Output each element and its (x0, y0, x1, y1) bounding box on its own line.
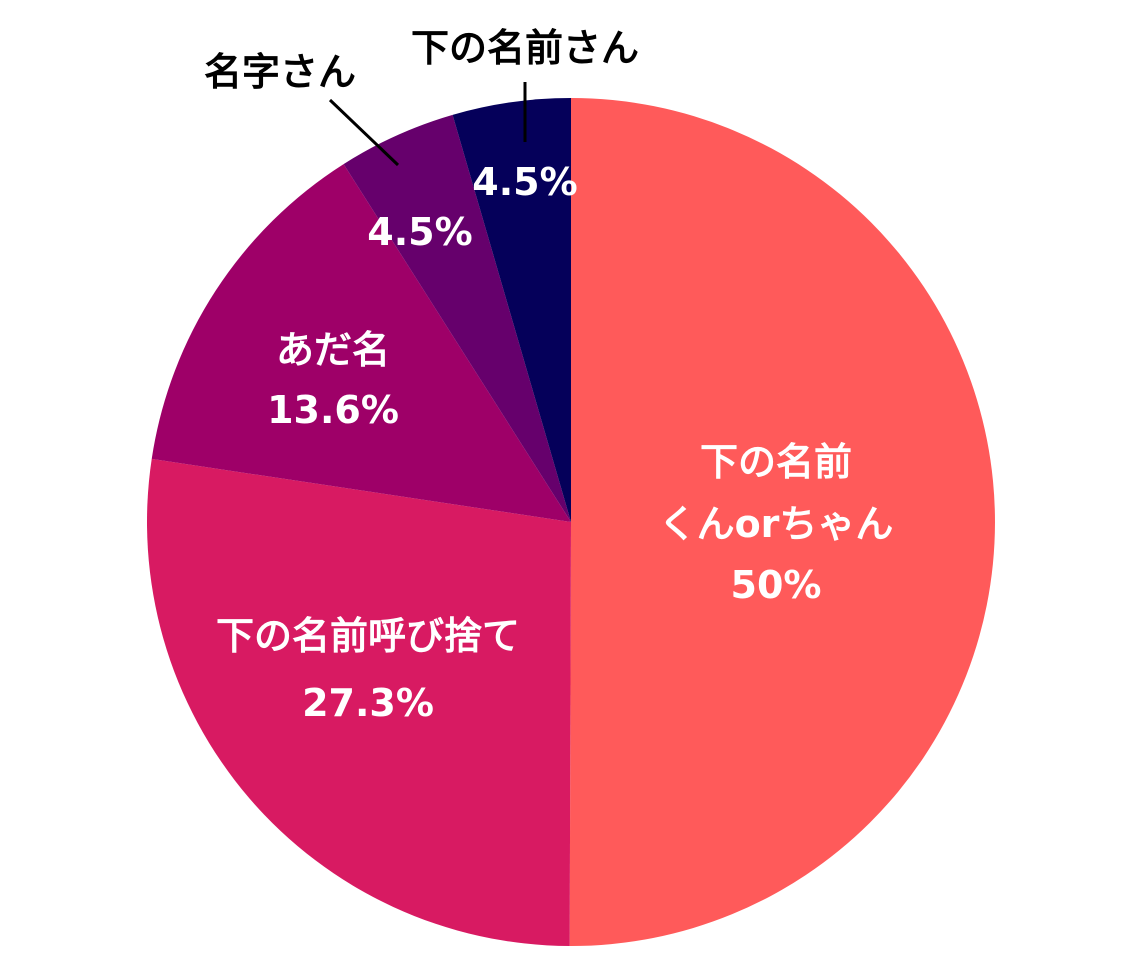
pie-slice (343, 114, 571, 523)
slice-label: 50% (730, 563, 822, 607)
pie-slice (452, 98, 571, 522)
category-label-outside: 下の名前さん (410, 26, 640, 70)
pie-slice (569, 98, 995, 946)
pie-slice (151, 164, 571, 523)
slice-label: 4.5% (367, 210, 473, 254)
pie-slice (146, 458, 572, 946)
slice-label: 13.6% (267, 388, 399, 432)
slice-label: 下の名前呼び捨て (215, 614, 521, 658)
leader-line (328, 98, 400, 167)
slice-label: 4.5% (472, 160, 578, 204)
category-label-outside: 名字さん (203, 50, 357, 94)
slice-label: 27.3% (302, 681, 434, 725)
slice-label: あだ名 (275, 328, 391, 372)
slice-label: 下の名前 くんorちゃん (658, 440, 894, 546)
